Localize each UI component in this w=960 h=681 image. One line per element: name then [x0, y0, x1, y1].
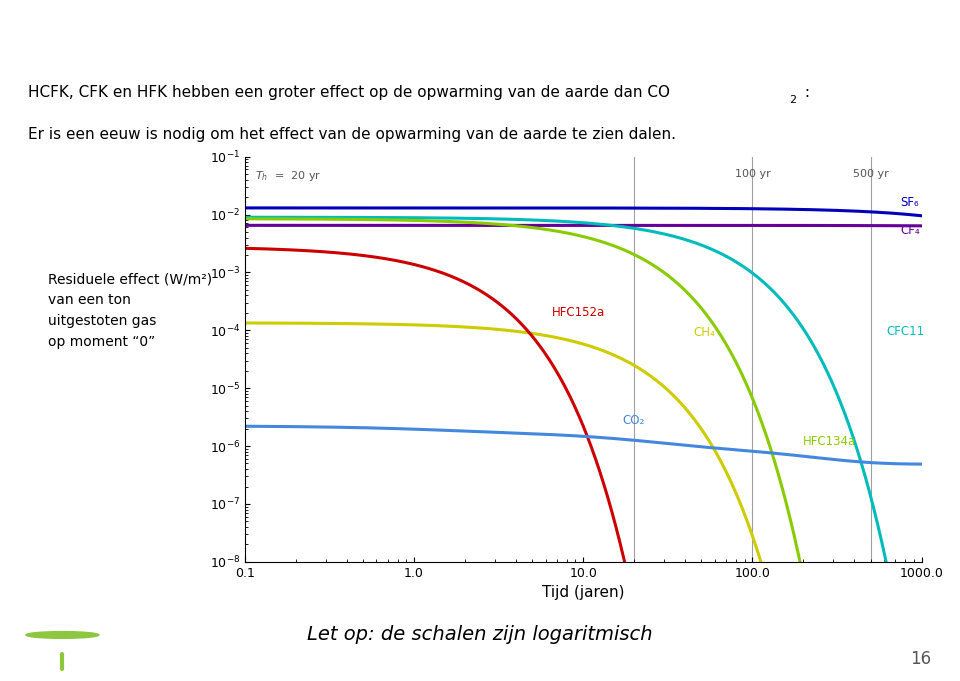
Text: HCFK, CFK en HFK hebben een groter effect op de opwarming van de aarde dan CO: HCFK, CFK en HFK hebben een groter effec…	[29, 85, 670, 100]
Text: $T_h$  =  20 yr: $T_h$ = 20 yr	[255, 169, 322, 183]
Text: CO₂: CO₂	[622, 413, 644, 427]
Circle shape	[26, 631, 99, 638]
Text: 500 yr: 500 yr	[852, 169, 889, 178]
Text: Er is een eeuw is nodig om het effect van de opwarming van de aarde te zien dale: Er is een eeuw is nodig om het effect va…	[29, 127, 677, 142]
Text: 100 yr: 100 yr	[734, 169, 770, 178]
Text: Let op: de schalen zijn logaritmisch: Let op: de schalen zijn logaritmisch	[307, 625, 653, 644]
Text: HFC152a: HFC152a	[552, 306, 605, 319]
X-axis label: Tijd (jaren): Tijd (jaren)	[542, 585, 624, 600]
Text: CF₄: CF₄	[900, 225, 920, 238]
Text: 2: 2	[789, 95, 796, 106]
Text: EPB klimaatregeling: EPB klimaatregeling	[752, 42, 941, 61]
Text: Residuele effect (W/m²)
van een ton
uitgestoten gas
op moment “0”: Residuele effect (W/m²) van een ton uitg…	[48, 272, 212, 349]
Text: CFC11: CFC11	[886, 325, 924, 338]
Text: Regelgeving Klimaatregeling EPB: Regelgeving Klimaatregeling EPB	[19, 27, 357, 45]
Text: :: :	[800, 85, 810, 100]
Text: SF₆: SF₆	[900, 196, 919, 209]
Text: 16: 16	[910, 650, 931, 668]
Text: HFC134a: HFC134a	[804, 435, 856, 448]
Text: Doelstellingen van het besluit: Doelstellingen van het besluit	[660, 11, 941, 29]
Text: CH₄: CH₄	[694, 326, 715, 339]
